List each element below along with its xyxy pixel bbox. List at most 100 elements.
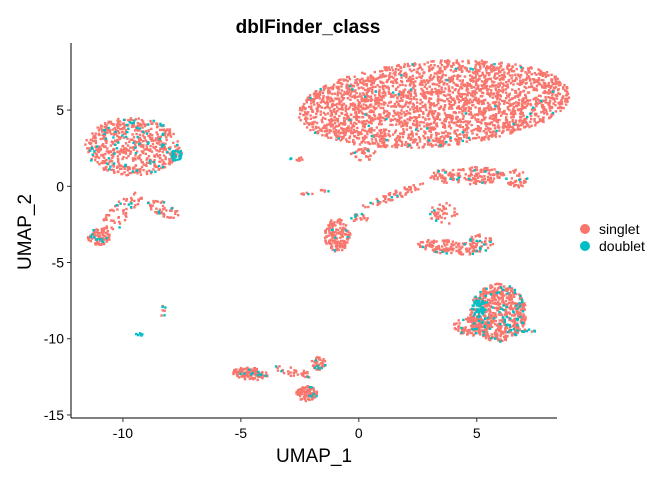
singlet-point [347, 115, 350, 118]
singlet-point [506, 128, 509, 132]
singlet-point [514, 183, 518, 187]
singlet-point [460, 82, 463, 86]
singlet-point [479, 294, 482, 298]
singlet-point [489, 68, 493, 72]
singlet-point [443, 217, 447, 220]
singlet-point [480, 118, 484, 122]
singlet-point [478, 320, 481, 324]
singlet-point [517, 103, 520, 107]
singlet-point [505, 289, 508, 293]
singlet-point [541, 105, 544, 109]
singlet-point [334, 241, 338, 244]
singlet-point [484, 296, 487, 300]
singlet-point [323, 124, 326, 127]
singlet-point [483, 288, 487, 291]
singlet-point [372, 135, 376, 138]
singlet-point [523, 125, 526, 129]
singlet-point [430, 122, 433, 125]
singlet-point [494, 114, 498, 118]
singlet-point [117, 200, 121, 203]
singlet-point [435, 90, 438, 93]
singlet-point [317, 357, 321, 361]
singlet-point [526, 124, 530, 127]
singlet-point [310, 107, 313, 110]
singlet-point [549, 109, 552, 112]
singlet-point [377, 102, 381, 105]
singlet-point [160, 314, 163, 317]
singlet-point [327, 234, 330, 237]
singlet-point [118, 220, 121, 224]
singlet-point [502, 121, 506, 125]
singlet-point [549, 86, 552, 90]
singlet-point [470, 166, 474, 169]
singlet-point [446, 131, 450, 135]
singlet-point [471, 132, 474, 135]
singlet-point [347, 107, 350, 111]
singlet-point [312, 122, 315, 126]
singlet-point [136, 203, 140, 206]
singlet-point [456, 61, 459, 64]
singlet-point [348, 106, 351, 109]
singlet-point [454, 328, 457, 331]
singlet-point [485, 305, 488, 308]
singlet-point [156, 200, 159, 203]
singlet-point [447, 240, 450, 243]
singlet-point [490, 89, 493, 92]
singlet-point [489, 77, 492, 80]
singlet-point [162, 208, 165, 211]
singlet-point [501, 90, 505, 94]
singlet-point [518, 293, 521, 296]
singlet-point [423, 96, 426, 99]
singlet-point [538, 118, 542, 121]
singlet-point [388, 74, 391, 77]
singlet-point [474, 64, 477, 67]
singlet-point [359, 131, 362, 134]
singlet-point [435, 72, 438, 75]
singlet-point [516, 302, 520, 305]
singlet-point [313, 94, 316, 97]
singlet-point [318, 356, 321, 359]
singlet-point [451, 240, 455, 243]
singlet-point [398, 90, 401, 93]
singlet-point [449, 138, 452, 141]
singlet-point [335, 97, 338, 101]
doublet-point [112, 136, 115, 139]
doublet-point [147, 123, 150, 126]
singlet-point [519, 79, 522, 82]
singlet-point [111, 227, 114, 231]
singlet-point [450, 251, 453, 255]
singlet-point [556, 106, 560, 110]
singlet-point [116, 158, 120, 161]
singlet-point [466, 178, 470, 181]
singlet-point [521, 325, 525, 328]
singlet-point [482, 294, 485, 298]
singlet-point [524, 125, 528, 128]
singlet-point [105, 139, 108, 142]
singlet-point [496, 289, 499, 292]
singlet-point [516, 102, 519, 105]
singlet-point [359, 81, 362, 84]
singlet-point [97, 241, 100, 245]
singlet-point [363, 72, 366, 75]
singlet-point [341, 131, 344, 135]
singlet-point [298, 108, 302, 112]
singlet-point [120, 149, 123, 152]
singlet-point [125, 148, 128, 151]
singlet-point [348, 140, 351, 144]
singlet-point [118, 164, 121, 167]
singlet-point [498, 126, 501, 129]
singlet-point [316, 106, 320, 109]
singlet-point [297, 388, 300, 392]
singlet-point [508, 121, 511, 124]
doublet-point [113, 152, 116, 155]
singlet-point [373, 142, 377, 145]
singlet-point [311, 98, 314, 101]
singlet-point [539, 73, 542, 76]
singlet-point [355, 122, 358, 125]
singlet-point [336, 240, 340, 243]
singlet-point [304, 395, 307, 398]
singlet-point [466, 94, 469, 97]
singlet-point [550, 73, 553, 76]
singlet-point [401, 93, 404, 96]
singlet-point [336, 229, 340, 232]
